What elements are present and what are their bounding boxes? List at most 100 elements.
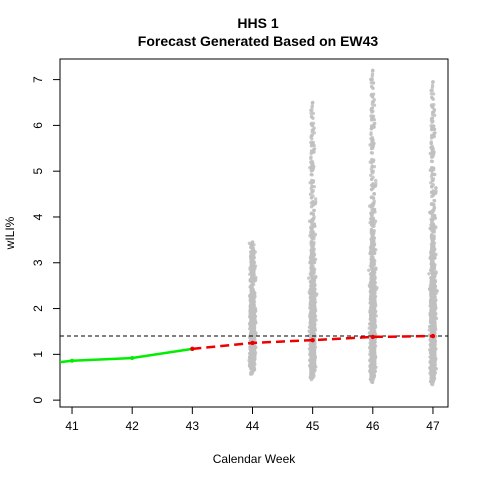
sample-point — [249, 315, 253, 319]
sample-point — [251, 328, 255, 333]
sample-point — [250, 256, 254, 261]
sample-point — [252, 297, 256, 302]
sample-max-point — [371, 68, 375, 73]
sample-point — [310, 137, 314, 141]
sample-point — [253, 354, 257, 358]
sample-point — [312, 369, 316, 374]
sample-point — [251, 363, 256, 368]
sample-point — [311, 194, 315, 198]
sample-point — [310, 375, 314, 379]
sample-point — [247, 351, 252, 356]
sample-point — [371, 302, 375, 306]
sample-point — [369, 367, 373, 372]
sample-point — [307, 276, 311, 280]
sample-point — [371, 175, 375, 179]
sample-point — [309, 368, 313, 372]
sample-point — [430, 126, 434, 130]
sample-point — [250, 372, 254, 376]
sample-point — [250, 260, 254, 265]
sample-point — [312, 342, 316, 347]
sample-point — [309, 366, 313, 370]
sample-point — [432, 199, 437, 203]
sample-point — [370, 164, 374, 169]
sample-point — [370, 146, 374, 151]
sample-point — [431, 134, 435, 139]
sample-point — [371, 81, 376, 85]
sample-point — [311, 264, 315, 268]
sample-point — [312, 208, 316, 213]
sample-point — [369, 108, 373, 112]
sample-point — [310, 105, 314, 110]
sample-point — [370, 195, 374, 199]
sample-point — [430, 85, 435, 90]
sample-point — [311, 346, 315, 350]
sample-point — [308, 192, 313, 196]
sample-point — [312, 362, 316, 366]
sample-point — [252, 252, 256, 256]
sample-point — [430, 152, 434, 157]
sample-point — [310, 267, 314, 271]
sample-point — [309, 114, 314, 119]
sample-point — [430, 159, 435, 164]
sample-point — [372, 276, 376, 281]
sample-point — [249, 359, 253, 363]
plot-frame — [59, 58, 449, 408]
sample-point — [252, 323, 257, 327]
sample-point — [253, 264, 258, 268]
sample-point — [310, 279, 314, 283]
sample-point — [370, 74, 374, 78]
sample-point — [310, 292, 314, 297]
sample-point — [248, 310, 252, 314]
sample-point — [370, 375, 374, 379]
sample-point — [431, 92, 436, 96]
sample-point — [372, 103, 377, 107]
sample-point — [313, 328, 318, 332]
sample-point — [313, 354, 317, 358]
sample-max-point — [310, 100, 315, 105]
sample-point — [370, 265, 374, 270]
sample-point — [309, 307, 313, 311]
sample-point — [311, 311, 316, 315]
sample-point — [309, 155, 313, 159]
sample-point — [309, 111, 313, 116]
sample-point — [372, 141, 376, 146]
sample-point — [431, 149, 435, 154]
sample-point — [312, 150, 316, 154]
sample-point — [251, 319, 255, 323]
sample-point — [309, 326, 314, 330]
sample-point — [309, 272, 314, 276]
sample-point — [310, 173, 314, 177]
sample-point — [311, 283, 315, 288]
sample-point — [250, 335, 254, 340]
sample-point — [368, 363, 373, 367]
sample-point — [251, 272, 255, 276]
sample-point — [310, 275, 314, 279]
sample-point — [369, 93, 373, 97]
sample-point — [369, 84, 374, 89]
sample-point — [311, 179, 316, 183]
sample-point — [369, 217, 373, 221]
sample-point — [310, 184, 314, 189]
sample-point — [248, 272, 252, 276]
sample-point — [311, 243, 315, 247]
sample-point — [312, 131, 317, 135]
sample-point — [431, 274, 435, 279]
sample-point — [309, 211, 314, 215]
sample-point — [250, 249, 255, 253]
sample-point — [249, 252, 253, 256]
sample-point — [368, 160, 372, 164]
sample-point — [311, 189, 315, 193]
sample-point — [251, 349, 255, 353]
sample-point — [370, 355, 374, 359]
sample-point — [370, 77, 374, 82]
sample-point — [370, 100, 375, 104]
sample-point — [313, 197, 318, 201]
sample-point — [434, 225, 438, 229]
sample-point — [432, 230, 436, 234]
sample-point — [372, 279, 376, 284]
sample-point — [308, 352, 312, 357]
sample-point — [367, 268, 371, 272]
sample-point — [372, 207, 376, 212]
sample-point — [369, 296, 373, 300]
sample-point — [309, 330, 314, 334]
